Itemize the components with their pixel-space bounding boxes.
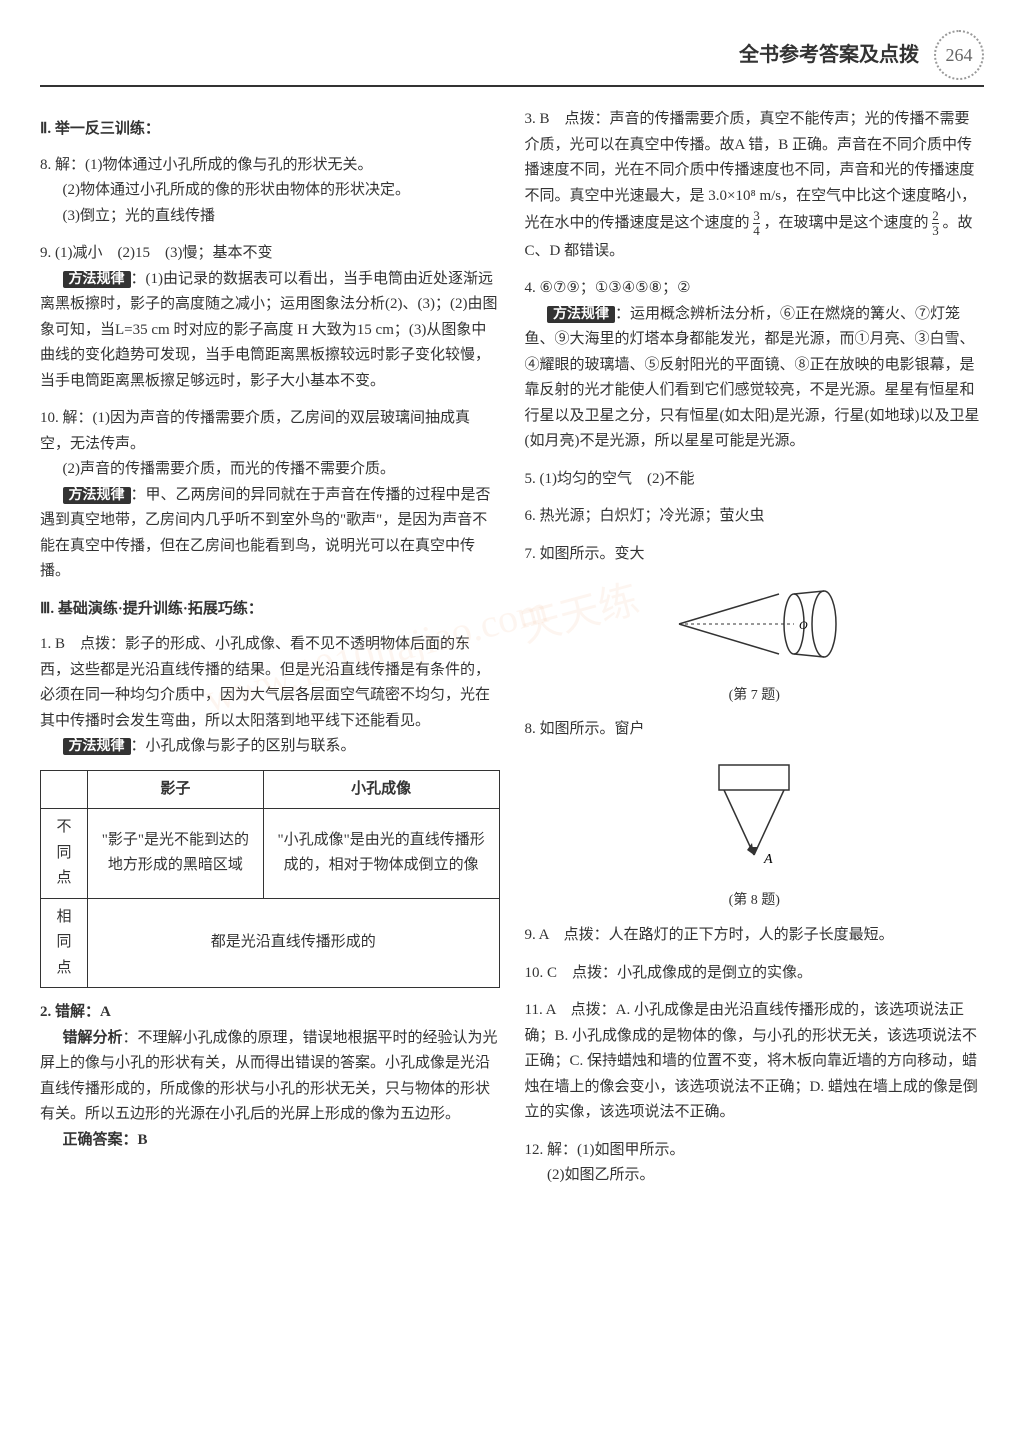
q9-line1: 9. (1)减小 (2)15 (3)慢；基本不变 [40, 241, 500, 267]
q9-text: ：(1)由记录的数据表可以看出，当手电筒由近处逐渐远离黑板擦时，影子的高度随之减… [40, 271, 497, 389]
q4: 4. ⑥⑦⑨；①③④⑤⑧；② 方法规律：运用概念辨析法分析，⑥正在燃烧的篝火、⑦… [525, 276, 985, 455]
q2-correct: 正确答案：B [40, 1128, 500, 1154]
q6: 6. 热光源；白炽灯；冷光源；萤火虫 [525, 504, 985, 530]
q2-line1: 2. 错解：A [40, 1000, 500, 1026]
q4-explain: 方法规律：运用概念辨析法分析，⑥正在燃烧的篝火、⑦灯笼鱼、⑨大海里的灯塔本身都能… [525, 302, 985, 455]
q4-text: ：运用概念辨析法分析，⑥正在燃烧的篝火、⑦灯笼鱼、⑨大海里的灯塔本身都能发光，都… [525, 306, 980, 450]
q3-text2: ，在玻璃中是这个速度的 [764, 215, 929, 231]
q3: 3. B 点拨：声音的传播需要介质，真空不能传声；光的传播不需要介质，光可以在真… [525, 107, 985, 264]
q1: 1. B 点拨：影子的形成、小孔成像、看不见不透明物体后面的东西，这些都是光沿直… [40, 632, 500, 988]
fraction-3-4: 34 [753, 209, 760, 239]
method-tag: 方法规律 [63, 738, 131, 755]
td-same: 相同点 [41, 898, 88, 988]
q8-line1: 8. 解：(1)物体通过小孔所成的像与孔的形状无关。 [40, 153, 500, 179]
th-pinhole: 小孔成像 [263, 770, 499, 809]
q8r: 8. 如图所示。窗户 [525, 717, 985, 743]
td-shadow-diff: "影子"是光不能到达的地方形成的黑暗区域 [87, 809, 263, 899]
q10-line2: (2)声音的传播需要介质，而光的传播不需要介质。 [40, 457, 500, 483]
method-tag: 方法规律 [63, 487, 131, 504]
q12: 12. 解：(1)如图甲所示。 (2)如图乙所示。 [525, 1138, 985, 1189]
fig8-caption: (第 8 题) [525, 889, 985, 913]
q2-line2: 错解分析：不理解小孔成像的原理，错误地根据平时的经验认为光屏上的像与小孔的形状有… [40, 1026, 500, 1128]
q8: 8. 解：(1)物体通过小孔所成的像与孔的形状无关。 (2)物体通过小孔所成的像… [40, 153, 500, 230]
q12-line2: (2)如图乙所示。 [525, 1163, 985, 1189]
q1-explain: 方法规律：小孔成像与影子的区别与联系。 [40, 734, 500, 760]
q10-explain: 方法规律：甲、乙两房间的异同就在于声音在传播的过程中是否遇到真空地带，乙房间内几… [40, 483, 500, 585]
th-shadow: 影子 [87, 770, 263, 809]
section-2-head: Ⅱ. 举一反三训练： [40, 117, 500, 143]
q11: 11. A 点拨：A. 小孔成像是由光沿直线传播形成的，该选项说法正确；B. 小… [525, 998, 985, 1126]
method-tag: 方法规律 [547, 306, 615, 323]
q9-explain: 方法规律：(1)由记录的数据表可以看出，当手电筒由近处逐渐远离黑板擦时，影子的高… [40, 267, 500, 395]
q2-wrong: 2. 错解：A [40, 1004, 111, 1020]
page-number: 264 [934, 30, 984, 80]
q10r: 10. C 点拨：小孔成像成的是倒立的实像。 [525, 961, 985, 987]
q3-text1: 3. B 点拨：声音的传播需要介质，真空不能传声；光的传播不需要介质，光可以在真… [525, 111, 977, 231]
fraction-2-3: 23 [932, 209, 939, 239]
fig7-svg: O [664, 579, 844, 669]
comparison-table: 影子 小孔成像 不同点 "影子"是光不能到达的地方形成的黑暗区域 "小孔成像"是… [40, 770, 500, 989]
q4-line1: 4. ⑥⑦⑨；①③④⑤⑧；② [525, 276, 985, 302]
q12-line1: 12. 解：(1)如图甲所示。 [525, 1138, 985, 1164]
q10-line1: 10. 解：(1)因为声音的传播需要介质，乙房间的双层玻璃间抽成真空，无法传声。 [40, 406, 500, 457]
method-tag: 方法规律 [63, 271, 131, 288]
q9r: 9. A 点拨：人在路灯的正下方时，人的影子长度最短。 [525, 923, 985, 949]
q8-line2: (2)物体通过小孔所成的像的形状由物体的形状决定。 [40, 178, 500, 204]
figure-8: A (第 8 题) [525, 755, 985, 913]
figure-7: O (第 7 题) [525, 579, 985, 707]
right-column: 3. B 点拨：声音的传播需要介质，真空不能传声；光的传播不需要介质，光可以在真… [525, 107, 985, 1201]
q8-line3: (3)倒立；光的直线传播 [40, 204, 500, 230]
q5: 5. (1)均匀的空气 (2)不能 [525, 467, 985, 493]
left-column: Ⅱ. 举一反三训练： 8. 解：(1)物体通过小孔所成的像与孔的形状无关。 (2… [40, 107, 500, 1201]
q2-answer: 正确答案：B [63, 1132, 148, 1148]
header-title: 全书参考答案及点拨 [739, 38, 919, 72]
fig7-caption: (第 7 题) [525, 684, 985, 708]
q9: 9. (1)减小 (2)15 (3)慢；基本不变 方法规律：(1)由记录的数据表… [40, 241, 500, 394]
q1-text: ：小孔成像与影子的区别与联系。 [131, 738, 356, 754]
th-blank [41, 770, 88, 809]
page-header: 全书参考答案及点拨 264 [40, 30, 984, 87]
td-pinhole-diff: "小孔成像"是由光的直线传播形成的，相对于物体成倒立的像 [263, 809, 499, 899]
q1-line1: 1. B 点拨：影子的形成、小孔成像、看不见不透明物体后面的东西，这些都是光沿直… [40, 632, 500, 734]
content-columns: Ⅱ. 举一反三训练： 8. 解：(1)物体通过小孔所成的像与孔的形状无关。 (2… [40, 107, 984, 1201]
td-same-text: 都是光沿直线传播形成的 [87, 898, 499, 988]
svg-text:A: A [763, 852, 773, 867]
td-diff: 不同点 [41, 809, 88, 899]
q10: 10. 解：(1)因为声音的传播需要介质，乙房间的双层玻璃间抽成真空，无法传声。… [40, 406, 500, 585]
svg-text:O: O [799, 618, 808, 632]
fig8-svg: A [684, 755, 824, 875]
q2: 2. 错解：A 错解分析：不理解小孔成像的原理，错误地根据平时的经验认为光屏上的… [40, 1000, 500, 1153]
q7: 7. 如图所示。变大 [525, 542, 985, 568]
section-3-head: Ⅲ. 基础演练·提升训练·拓展巧练： [40, 597, 500, 623]
